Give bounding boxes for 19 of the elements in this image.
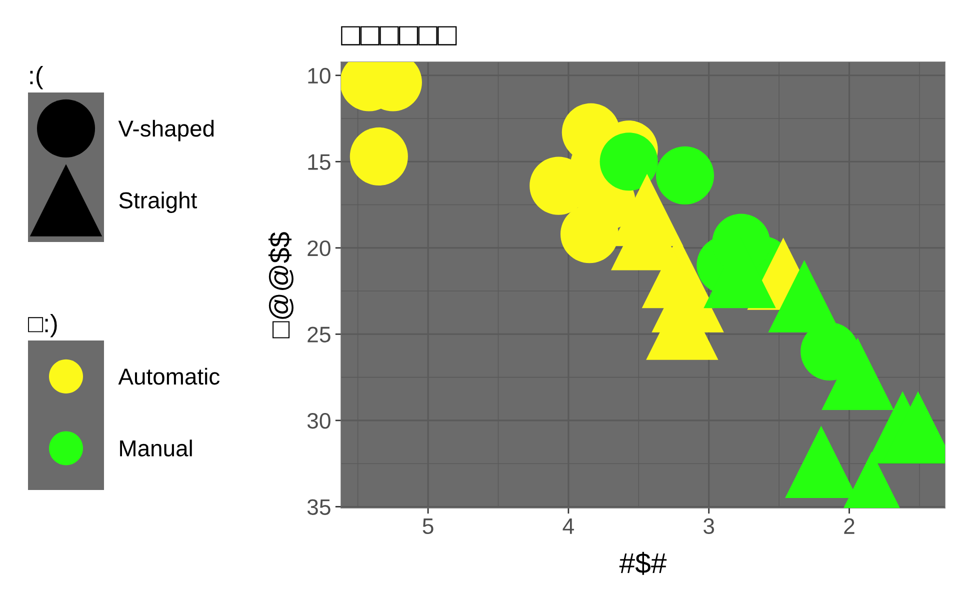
x-tick-label: 3: [704, 518, 714, 534]
y-tick-label: 30: [307, 412, 330, 429]
legend-label: Manual: [120, 440, 192, 456]
legend-label: Automatic: [118, 368, 220, 385]
text: □:): [28, 314, 57, 338]
y-tick-label: 35: [307, 499, 330, 515]
y-axis-title: □@@$$: [268, 232, 294, 338]
text: :(: [30, 66, 44, 90]
x-tick-label: 4: [562, 518, 574, 534]
legend-label: Straight: [119, 192, 198, 213]
x-tick-label: 5: [422, 518, 434, 534]
legend-label: V-shaped: [118, 120, 214, 142]
x-tick-label: 2: [844, 518, 854, 534]
y-tick-label: 15: [308, 154, 330, 170]
x-axis-title: #$#: [619, 552, 667, 575]
y-tick-label: 10: [308, 68, 330, 84]
chart-title: □□□□□□: [341, 26, 457, 46]
y-tick-label: 20: [308, 240, 330, 256]
y-tick-label: 25: [308, 326, 330, 342]
